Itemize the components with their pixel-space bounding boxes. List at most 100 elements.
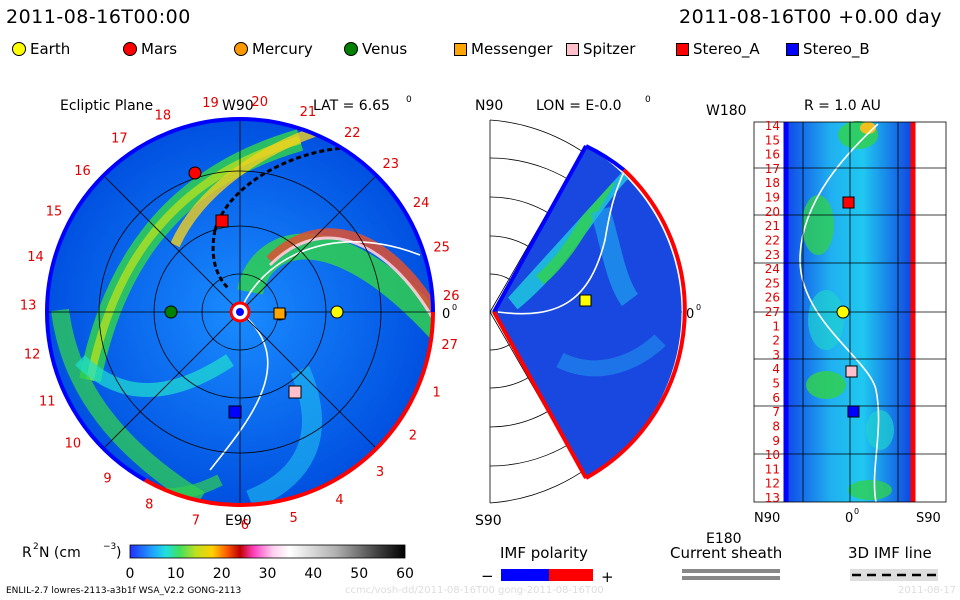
colorbar-gradient — [129, 544, 406, 559]
radial-rotation-label: 16 — [765, 148, 780, 162]
radial-rotation-label: 3 — [772, 348, 780, 362]
imf-minus-label: − — [481, 567, 494, 585]
meridional-lon-label: LON = E-0.0 — [536, 98, 622, 114]
meridional-0deg-label: 0 — [686, 307, 694, 322]
radial-rotation-label: 21 — [765, 219, 780, 233]
stereo-a-marker — [215, 214, 229, 228]
ecliptic-lat-sup: 0 — [406, 95, 412, 105]
radial-0-label: 0 — [845, 511, 853, 526]
ecliptic-density-map — [51, 125, 433, 505]
radial-0-sup: 0 — [854, 507, 859, 516]
radial-rotation-label: 27 — [765, 305, 780, 319]
ecliptic-rim-positive — [144, 311, 435, 507]
ecliptic-0deg-sup: 0 — [452, 303, 457, 312]
footer-date: 2011-08-17 — [898, 585, 957, 596]
ecliptic-rotation-label: 25 — [433, 241, 450, 256]
stereo-b-marker — [228, 405, 242, 419]
sun-core-icon — [236, 308, 244, 316]
radial-rotation-label: 19 — [765, 191, 780, 205]
mars-marker-icon — [123, 42, 137, 56]
ecliptic-title: Ecliptic Plane — [60, 98, 153, 114]
radial-grid — [753, 121, 947, 503]
spitzer-radial-marker — [845, 365, 858, 378]
colorbar: R 2 N (cm −3 ) 0 10 20 30 40 50 60 — [22, 542, 414, 582]
ecliptic-rotation-label: 5 — [290, 511, 298, 526]
radial-w180-label: W180 — [706, 103, 747, 119]
legend-label: Mars — [141, 40, 178, 58]
radial-density-map — [799, 121, 894, 503]
radial-rotation-label: 15 — [765, 133, 780, 147]
earth-meridional-marker — [579, 294, 592, 307]
messenger-marker-icon — [454, 42, 467, 56]
ecliptic-rotation-label: 6 — [241, 518, 249, 533]
meridional-n90-label: N90 — [475, 98, 503, 114]
messenger-marker — [273, 307, 286, 320]
ecliptic-rotation-label: 21 — [300, 105, 317, 120]
earth-marker-icon — [12, 42, 26, 56]
current-sheath-legend: Current sheath — [670, 544, 782, 580]
radial-rotation-label: 17 — [765, 162, 780, 176]
ecliptic-lat-label: LAT = 6.65 — [313, 98, 390, 114]
radial-rotation-label: 1 — [772, 319, 780, 333]
meridional-0deg-sup: 0 — [696, 303, 701, 312]
colorbar-label-sup: 2 — [33, 542, 39, 552]
radial-rotation-label: 26 — [765, 291, 780, 305]
ecliptic-rotation-label: 8 — [145, 498, 153, 513]
footer-model-info: ENLIL-2.7 lowres-2113-a3b1f WSA_V2.2 GON… — [6, 586, 242, 596]
body-legend: Earth Mars Mercury Venus Messenger Spitz… — [0, 38, 960, 60]
radial-rotation-label: 18 — [765, 176, 780, 190]
meridional-s90-label: S90 — [475, 513, 502, 529]
colorbar-label-exp: −3 — [103, 542, 116, 552]
current-sheath-title: Current sheath — [670, 544, 782, 562]
ecliptic-rotation-label: 20 — [251, 95, 268, 110]
ecliptic-rotation-label: 2 — [409, 429, 417, 444]
header-right-time: 2011-08-16T00 +0.00 day — [679, 6, 942, 28]
radial-rotation-label: 8 — [772, 420, 780, 434]
colorbar-label-close: ) — [116, 545, 121, 561]
colorbar-ticks: 0 10 20 30 40 50 60 — [126, 566, 414, 582]
colorbar-tick-label: 20 — [213, 566, 231, 582]
ecliptic-w90-label: W90 — [222, 98, 254, 114]
colorbar-label-rest: N (cm — [39, 545, 81, 561]
radial-e180-label: E180 — [706, 531, 742, 547]
stereo-b-radial-marker — [847, 405, 860, 418]
legend-mars: Mars — [123, 40, 177, 58]
venus-marker — [164, 305, 178, 319]
meridional-rim — [585, 168, 687, 480]
ecliptic-rotation-label: 4 — [335, 493, 343, 508]
legend-label: Spitzer — [583, 40, 636, 58]
current-sheath-line-1 — [682, 569, 780, 573]
imf-polarity-legend: IMF polarity − + — [481, 544, 614, 586]
legend-label: Messenger — [471, 40, 553, 58]
legend-label: Stereo_B — [803, 40, 870, 58]
footer-watermark: ccmc/vosh-dd/2011-08-16T00 gong-2011-08-… — [345, 585, 604, 596]
spitzer-marker-icon — [566, 42, 579, 56]
radial-rotation-labels: 1415161718192021222324252627123456789101… — [765, 119, 780, 505]
legend-label: Stereo_A — [693, 40, 760, 58]
radial-rotation-label: 10 — [765, 448, 780, 462]
colorbar-tick-label: 0 — [126, 566, 135, 582]
plot-area: Ecliptic Plane W90 LAT = 6.65 0 — [20, 95, 947, 586]
colorbar-tick-label: 10 — [167, 566, 185, 582]
colorbar-tick-label: 40 — [304, 566, 322, 582]
header-left-time: 2011-08-16T00:00 — [6, 6, 191, 28]
meridional-edge-south — [492, 311, 588, 479]
stereo-a-marker-icon — [676, 42, 689, 56]
radial-rotation-label: 14 — [765, 119, 780, 133]
meridional-wedge — [495, 146, 682, 478]
radial-rotation-label: 22 — [765, 234, 780, 248]
radial-rotation-label: 25 — [765, 276, 780, 290]
radial-rotation-label: 2 — [772, 334, 780, 348]
legend-stereo-b: Stereo_B — [786, 40, 870, 58]
ecliptic-rotation-label: 14 — [27, 250, 44, 265]
ecliptic-rotation-label: 17 — [111, 132, 128, 147]
imf-positive-bar — [549, 569, 593, 581]
ecliptic-rotation-label: 1 — [432, 385, 440, 400]
imf-plus-label: + — [601, 568, 614, 586]
ecliptic-rotation-label: 9 — [103, 472, 111, 487]
radial-rotation-label: 5 — [772, 377, 780, 391]
ecliptic-rotation-label: 12 — [24, 348, 41, 363]
radial-rotation-label: 6 — [772, 391, 780, 405]
ecliptic-rotation-label: 23 — [383, 157, 400, 172]
ecliptic-rotation-label: 10 — [65, 437, 82, 452]
